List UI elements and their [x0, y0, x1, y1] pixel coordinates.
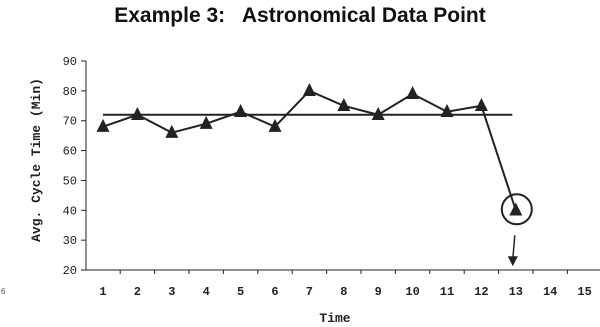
y-tick-label: 90 — [63, 55, 77, 69]
data-point-marker — [302, 83, 316, 97]
data-point-marker — [96, 118, 110, 132]
x-tick-label: 6 — [271, 285, 278, 299]
chart-axes — [85, 61, 600, 271]
x-tick-label: 2 — [134, 285, 141, 299]
x-tick-label: 12 — [474, 285, 488, 299]
y-tick-label: 70 — [63, 115, 77, 129]
data-point-marker — [337, 97, 351, 111]
x-axis-ticks: 1 2 3 4 5 6 7 8 9 10 11 12 13 14 15 — [99, 270, 592, 299]
data-point-marker — [474, 97, 488, 111]
data-point-marker — [268, 118, 282, 132]
y-tick-label: 50 — [63, 174, 77, 188]
x-tick-label: 14 — [543, 285, 557, 299]
y-tick-label: 80 — [63, 85, 77, 99]
series-line — [102, 89, 517, 211]
x-tick-label: 15 — [577, 285, 591, 299]
x-tick-label: 13 — [509, 285, 523, 299]
data-point-marker — [371, 106, 385, 120]
x-tick-label: 5 — [237, 285, 244, 299]
x-tick-label: 4 — [203, 285, 210, 299]
x-tick-label: 10 — [405, 285, 419, 299]
highlight-group — [500, 193, 533, 267]
highlight-circle — [500, 193, 533, 226]
data-point-marker — [165, 124, 179, 138]
y-tick-label: 30 — [63, 234, 77, 248]
x-tick-label: 9 — [375, 285, 382, 299]
data-point-marker — [406, 86, 420, 100]
y-tick-label: 60 — [63, 145, 77, 159]
y-tick-label: 20 — [63, 264, 77, 278]
x-tick-label: 3 — [168, 285, 175, 299]
x-tick-label: 11 — [440, 285, 454, 299]
chart-title: Example 3: Astronomical Data Point — [114, 4, 486, 27]
y-axis-ticks: 20 30 40 50 60 70 80 90 — [63, 55, 86, 278]
side-note: 6 — [1, 287, 6, 296]
data-point-marker — [440, 103, 454, 117]
x-axis-label: Time — [319, 311, 350, 326]
data-point-marker — [509, 202, 523, 216]
y-axis-label: Avg. Cycle Time (Min) — [29, 78, 44, 242]
y-tick-label: 40 — [63, 204, 77, 218]
series-group — [96, 83, 523, 216]
highlight-arrow-shaft — [512, 235, 516, 260]
highlight-arrow-head — [507, 256, 518, 267]
data-point-marker — [130, 106, 144, 120]
x-tick-label: 8 — [340, 285, 347, 299]
x-tick-label: 1 — [99, 285, 106, 299]
x-tick-label: 7 — [306, 285, 313, 299]
data-point-marker — [234, 103, 248, 117]
data-point-marker — [199, 115, 213, 129]
